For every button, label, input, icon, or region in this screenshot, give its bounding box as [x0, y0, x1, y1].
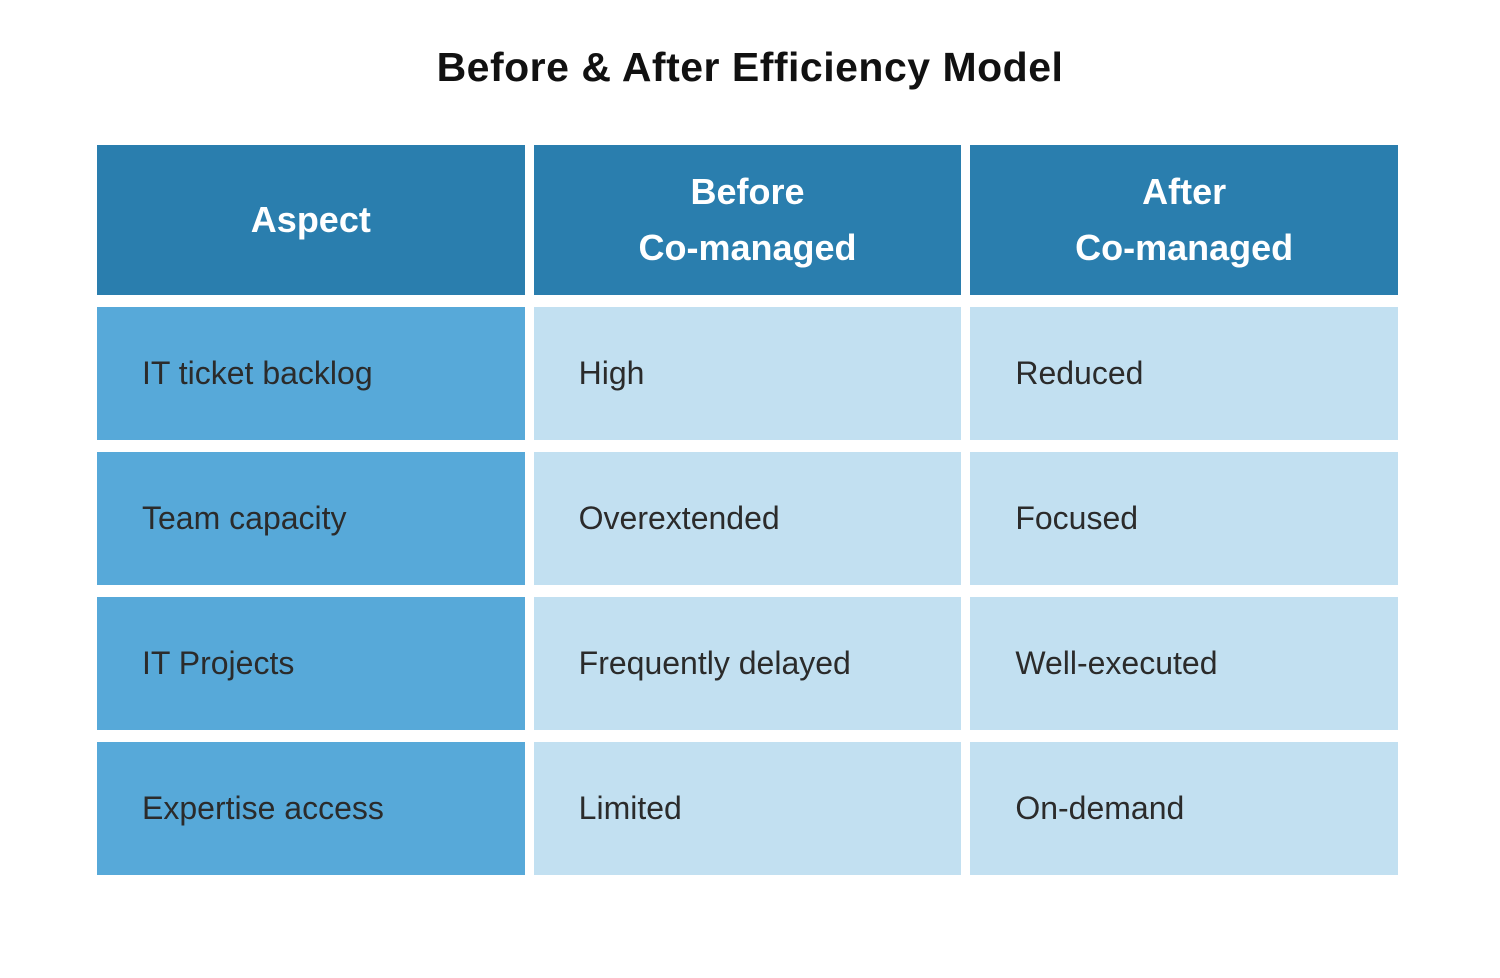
header-aspect-label: Aspect: [250, 199, 371, 241]
header-cell-after: After Co-managed: [970, 145, 1398, 295]
table-row-aspect: IT Projects: [97, 597, 525, 730]
table-row-before-value: Frequently delayed: [533, 597, 962, 730]
header-cell-aspect: Aspect: [97, 145, 525, 295]
after-value: On-demand: [1015, 790, 1185, 826]
before-value: Limited: [578, 790, 682, 826]
comparison-table: Aspect Before Co-managed After Co-manage…: [97, 145, 1398, 875]
header-cell-before: Before Co-managed: [533, 145, 962, 295]
after-value: Reduced: [1015, 355, 1144, 391]
aspect-label: IT ticket backlog: [142, 355, 373, 391]
page-title: Before & After Efficiency Model: [436, 44, 1064, 90]
aspect-label: IT Projects: [142, 645, 295, 681]
table-row-after-value: On-demand: [970, 742, 1398, 875]
header-after-line1: After: [1142, 171, 1227, 213]
header-before-line2: Co-managed: [638, 227, 857, 268]
table-row-before-value: Limited: [533, 742, 962, 875]
before-value: High: [578, 355, 645, 391]
table-row-after-value: Well-executed: [970, 597, 1398, 730]
before-value: Frequently delayed: [578, 645, 851, 681]
after-value: Focused: [1015, 500, 1139, 536]
header-before-line1: Before: [690, 171, 805, 213]
table-row-aspect: Team capacity: [97, 452, 525, 585]
table-row-aspect: Expertise access: [97, 742, 525, 875]
table-row-aspect: IT ticket backlog: [97, 307, 525, 440]
table-row-before-value: Overextended: [533, 452, 962, 585]
aspect-label: Expertise access: [142, 790, 384, 826]
after-value: Well-executed: [1015, 645, 1218, 681]
header-after-line2: Co-managed: [1075, 227, 1294, 268]
table-row-after-value: Reduced: [970, 307, 1398, 440]
table-row-after-value: Focused: [970, 452, 1398, 585]
aspect-label: Team capacity: [142, 500, 347, 536]
before-value: Overextended: [578, 500, 780, 536]
table-row-before-value: High: [533, 307, 962, 440]
